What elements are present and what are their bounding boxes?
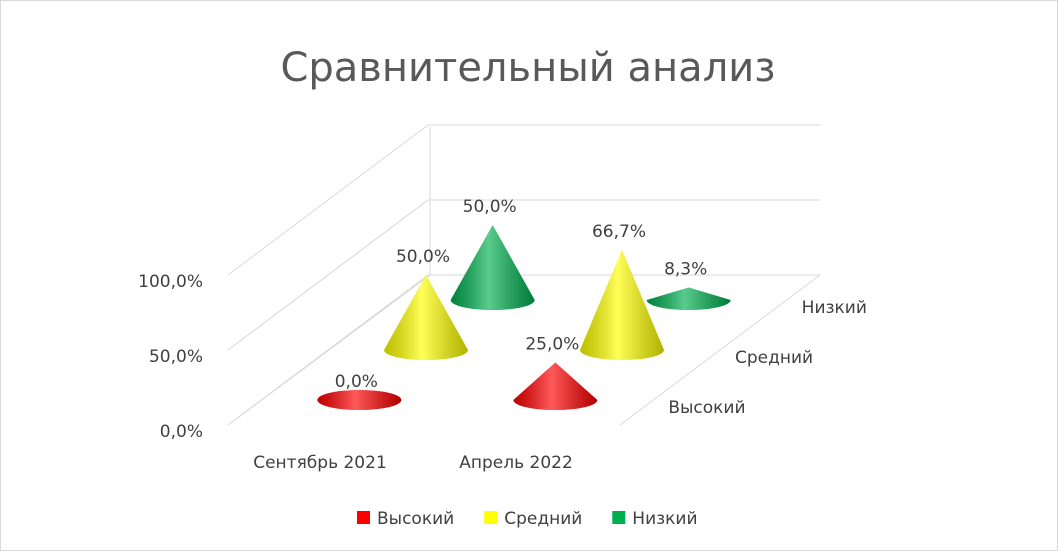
data-label: 50,0% <box>396 247 450 267</box>
depth-label: Высокий <box>668 398 745 418</box>
grid-line <box>227 124 820 276</box>
cone-shade <box>384 275 468 360</box>
data-label: 0,0% <box>335 372 378 392</box>
y-tick-label: 100,0% <box>138 272 203 292</box>
legend-label: Средний <box>504 509 582 529</box>
legend-swatch <box>484 511 498 524</box>
data-label: 50,0% <box>463 197 517 217</box>
legend-swatch <box>612 511 626 524</box>
depth-label: Низкий <box>802 298 867 318</box>
cone-shade <box>646 287 731 310</box>
legend-label: Низкий <box>632 509 697 529</box>
data-label: 66,7% <box>592 222 646 242</box>
legend-swatch <box>357 511 370 524</box>
y-tick-label: 50,0% <box>149 347 203 367</box>
cone-shade <box>450 225 535 310</box>
x-tick-label: Апрель 2022 <box>459 453 573 473</box>
cone-shade <box>513 362 598 410</box>
data-label: 8,3% <box>664 260 707 280</box>
x-tick-label: Сентябрь 2021 <box>253 453 387 473</box>
data-label: 25,0% <box>525 335 579 355</box>
chart-title: Сравнительный анализ <box>280 45 775 91</box>
legend-label: Высокий <box>377 509 454 529</box>
grid-line <box>227 274 820 426</box>
cone-shade <box>580 249 664 360</box>
grid-line <box>227 199 820 351</box>
cone-shade <box>317 390 402 410</box>
depth-label: Средний <box>735 348 813 368</box>
y-tick-label: 0,0% <box>160 422 203 442</box>
